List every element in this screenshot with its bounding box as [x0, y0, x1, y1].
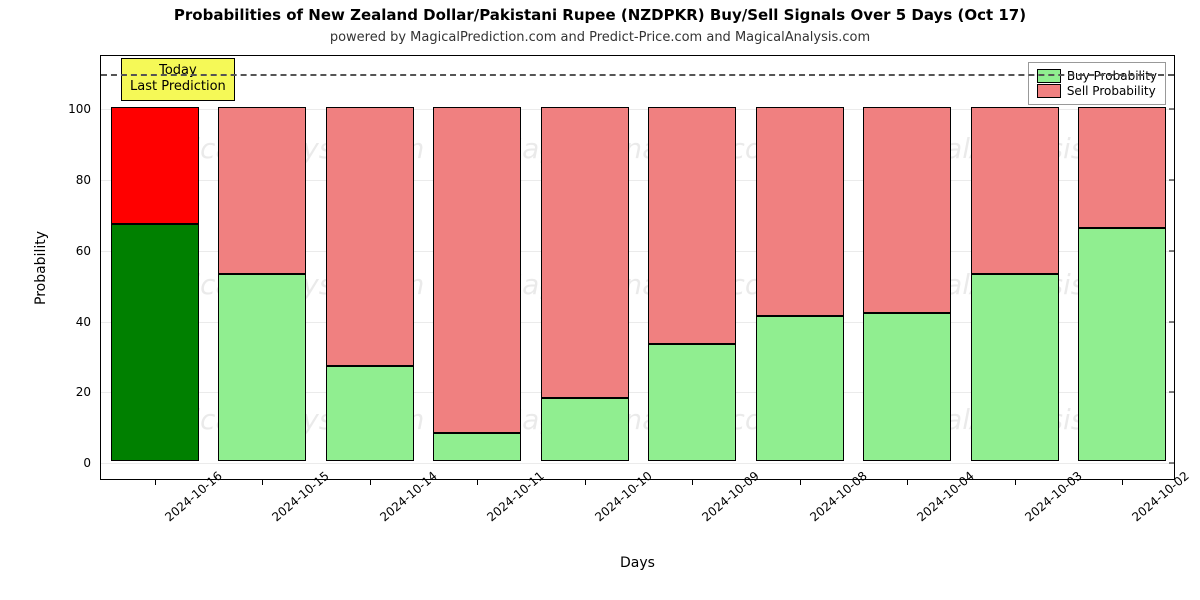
x-tick-label: 2024-10-11 — [479, 463, 547, 525]
legend: Buy ProbabilitySell Probability — [1028, 62, 1166, 105]
buy-bar-segment — [541, 398, 629, 462]
sell-bar-segment — [326, 107, 414, 366]
chart-subtitle: powered by MagicalPrediction.com and Pre… — [0, 30, 1200, 45]
y-tick-mark — [1169, 463, 1175, 464]
buy-bar-segment — [218, 274, 306, 462]
sell-bar-segment — [648, 107, 736, 344]
y-axis-label: Probability — [33, 230, 49, 304]
legend-swatch — [1037, 84, 1061, 98]
sell-bar-segment — [756, 107, 844, 316]
y-tick-label: 40 — [76, 315, 101, 329]
buy-bar-segment — [111, 224, 199, 461]
buy-bar-segment — [1078, 228, 1166, 462]
sell-bar-segment — [218, 107, 306, 273]
x-tick-label: 2024-10-02 — [1124, 463, 1192, 525]
today-annotation-line1: Today — [130, 63, 226, 79]
x-tick-mark — [907, 479, 908, 485]
x-tick-label: 2024-10-16 — [157, 463, 225, 525]
x-tick-mark — [692, 479, 693, 485]
legend-label: Buy Probability — [1067, 69, 1157, 83]
sell-bar-segment — [111, 107, 199, 224]
buy-bar-segment — [756, 316, 844, 461]
x-tick-mark — [370, 479, 371, 485]
x-tick-mark — [1015, 479, 1016, 485]
legend-item: Sell Probability — [1037, 84, 1157, 98]
sell-bar-segment — [971, 107, 1059, 273]
y-tick-mark — [1169, 250, 1175, 251]
figure: Probabilities of New Zealand Dollar/Paki… — [0, 0, 1200, 600]
sell-bar-segment — [541, 107, 629, 397]
plot-area: Probability Days Buy ProbabilitySell Pro… — [100, 55, 1175, 480]
chart-title: Probabilities of New Zealand Dollar/Paki… — [0, 6, 1200, 24]
y-tick-label: 20 — [76, 385, 101, 399]
y-tick-label: 60 — [76, 244, 101, 258]
legend-label: Sell Probability — [1067, 84, 1156, 98]
y-tick-mark — [1169, 392, 1175, 393]
y-tick-label: 100 — [68, 102, 101, 116]
sell-bar-segment — [1078, 107, 1166, 227]
reference-line — [101, 74, 1174, 76]
sell-bar-segment — [433, 107, 521, 433]
x-tick-mark — [800, 479, 801, 485]
y-tick-mark — [1169, 321, 1175, 322]
y-tick-mark — [1169, 179, 1175, 180]
y-tick-mark — [1169, 109, 1175, 110]
x-tick-mark — [262, 479, 263, 485]
x-tick-label: 2024-10-14 — [372, 463, 440, 525]
buy-bar-segment — [863, 313, 951, 462]
y-tick-label: 0 — [83, 456, 101, 470]
x-tick-label: 2024-10-03 — [1017, 463, 1085, 525]
buy-bar-segment — [648, 344, 736, 461]
x-tick-mark — [1122, 479, 1123, 485]
buy-bar-segment — [433, 433, 521, 461]
sell-bar-segment — [863, 107, 951, 312]
x-tick-mark — [477, 479, 478, 485]
today-annotation-line2: Last Prediction — [130, 79, 226, 95]
x-tick-label: 2024-10-04 — [909, 463, 977, 525]
buy-bar-segment — [326, 366, 414, 462]
buy-bar-segment — [971, 274, 1059, 462]
x-tick-label: 2024-10-10 — [587, 463, 655, 525]
legend-swatch — [1037, 69, 1061, 83]
x-tick-label: 2024-10-15 — [264, 463, 332, 525]
x-tick-mark — [155, 479, 156, 485]
x-tick-mark — [585, 479, 586, 485]
x-axis-label: Days — [620, 555, 655, 571]
y-tick-label: 80 — [76, 173, 101, 187]
legend-item: Buy Probability — [1037, 69, 1157, 83]
x-tick-label: 2024-10-08 — [802, 463, 870, 525]
x-tick-label: 2024-10-09 — [694, 463, 762, 525]
today-annotation: Today Last Prediction — [121, 58, 235, 101]
